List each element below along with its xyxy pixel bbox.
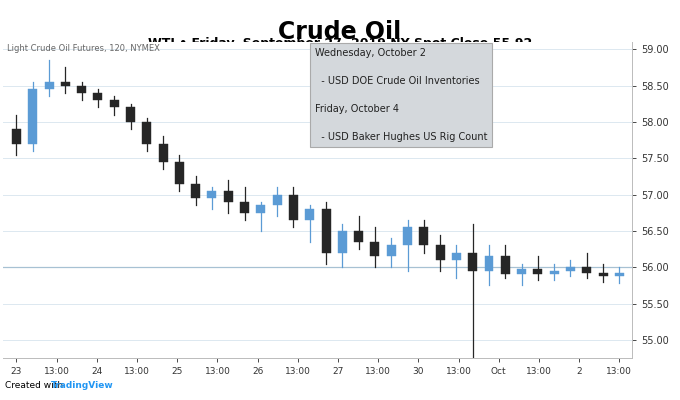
Text: Created with: Created with	[5, 380, 66, 390]
Bar	[566, 267, 575, 271]
Bar	[452, 253, 461, 260]
Bar	[533, 269, 543, 274]
Text: H:: H:	[193, 79, 205, 88]
Bar	[61, 82, 70, 86]
Bar	[420, 227, 428, 246]
Bar	[224, 191, 233, 202]
Bar	[77, 86, 86, 93]
Bar	[12, 129, 21, 144]
Text: WTI • Friday, September 27, 2019 NY Spot Close 55.92: WTI • Friday, September 27, 2019 NY Spot…	[148, 37, 532, 50]
Text: C:: C:	[255, 79, 267, 88]
Bar	[142, 122, 151, 144]
Text: Wednesday, October 2

  - USD DOE Crude Oil Inventories

Friday, October 4

  - : Wednesday, October 2 - USD DOE Crude Oil…	[315, 48, 488, 142]
Text: Crude Oil: Crude Oil	[278, 20, 402, 44]
Text: NYMEX_DL:CL1!, 120 55.92 ▼ -0.49 (-0.87%) O:: NYMEX_DL:CL1!, 120 55.92 ▼ -0.49 (-0.87%…	[3, 79, 216, 88]
Bar	[436, 246, 445, 260]
Bar	[126, 107, 135, 122]
Bar	[207, 191, 216, 198]
Bar	[485, 256, 494, 271]
Text: L:: L:	[224, 79, 235, 88]
Bar	[158, 144, 167, 162]
Bar	[256, 206, 265, 213]
Bar	[338, 231, 347, 253]
Bar	[549, 271, 559, 274]
Bar	[354, 231, 363, 242]
Bar	[29, 89, 37, 144]
Text: Light Crude Oil Futures, 120, NYMEX: Light Crude Oil Futures, 120, NYMEX	[7, 44, 159, 52]
Bar	[109, 100, 119, 107]
Bar	[598, 273, 607, 276]
Bar	[469, 253, 477, 271]
Text: TradingView: TradingView	[51, 380, 114, 390]
Text: 55.88: 55.88	[173, 79, 199, 88]
Bar	[289, 194, 298, 220]
Bar	[403, 227, 412, 246]
Text: 55.82: 55.82	[235, 79, 261, 88]
Bar	[305, 209, 314, 220]
Bar	[517, 269, 526, 274]
Text: 55.92: 55.92	[205, 79, 231, 88]
Bar	[500, 256, 510, 274]
Bar	[322, 209, 330, 253]
Bar	[45, 82, 54, 89]
Bar	[371, 242, 379, 256]
Bar	[387, 246, 396, 256]
Bar	[175, 162, 184, 184]
Bar	[191, 184, 200, 198]
Bar	[615, 273, 624, 276]
Bar	[582, 267, 591, 273]
Bar	[93, 93, 103, 100]
Bar	[240, 202, 249, 213]
Bar	[273, 194, 282, 206]
Text: 55.92: 55.92	[267, 79, 292, 88]
